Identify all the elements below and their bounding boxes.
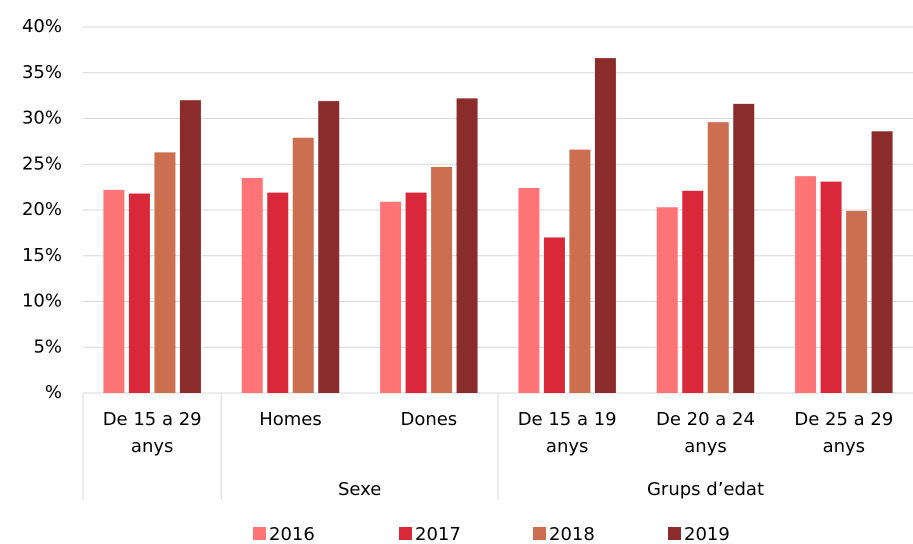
bar	[820, 181, 842, 393]
bar	[405, 192, 427, 393]
bar	[733, 103, 755, 394]
group-label: Grups d’edat	[647, 479, 764, 500]
bar	[795, 176, 817, 393]
bar	[543, 237, 565, 393]
x-tick-label: De 20 a 24 anys	[656, 409, 755, 457]
y-tick-label: 10%	[22, 291, 62, 312]
legend-label: 2017	[415, 524, 461, 544]
y-tick-label: 30%	[22, 108, 62, 129]
y-tick-label: 40%	[22, 16, 62, 37]
x-tick-label: Homes	[259, 409, 322, 430]
bar	[154, 152, 176, 393]
bar	[656, 207, 678, 393]
x-tick-label: De 15 a 19 anys	[517, 409, 617, 457]
legend-label: 2018	[549, 524, 595, 544]
bar	[594, 58, 616, 394]
legend-swatch	[253, 527, 266, 540]
bar	[871, 131, 893, 393]
bar	[318, 101, 340, 394]
bar	[456, 98, 478, 394]
bar	[292, 137, 314, 393]
legend-label: 2019	[684, 524, 730, 544]
bar	[682, 190, 704, 393]
bar	[128, 193, 150, 393]
y-tick-label: %	[45, 382, 62, 403]
bar	[707, 122, 729, 393]
y-tick-label: 20%	[22, 199, 62, 220]
bar	[518, 188, 540, 393]
legend-label: 2016	[269, 524, 315, 544]
legend-swatch	[668, 527, 681, 540]
bar	[846, 210, 868, 393]
group-label: Sexe	[338, 479, 381, 500]
bar	[569, 149, 591, 393]
legend-swatch	[533, 527, 546, 540]
x-tick-label: De 15 a 29 anys	[102, 409, 202, 457]
y-tick-label: 15%	[22, 245, 62, 266]
bar	[179, 100, 201, 393]
y-tick-label: 5%	[33, 336, 62, 357]
bar	[241, 177, 263, 393]
bar	[267, 192, 289, 393]
y-tick-label: 35%	[22, 62, 62, 83]
bar	[103, 189, 125, 393]
legend-swatch	[399, 527, 412, 540]
x-tick-label: Dones	[400, 409, 458, 430]
x-tick-label: De 25 a 29 anys	[794, 409, 894, 457]
y-tick-label: 25%	[22, 153, 62, 174]
bar	[380, 201, 402, 393]
bar	[431, 166, 453, 393]
